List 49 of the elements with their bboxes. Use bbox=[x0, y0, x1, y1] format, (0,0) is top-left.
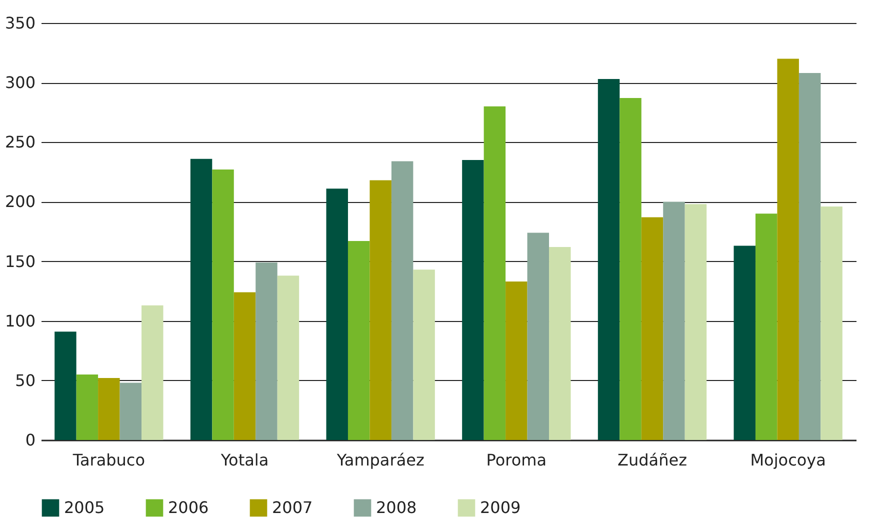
x-tick-label: Zudáñez bbox=[618, 450, 687, 470]
bar bbox=[348, 241, 370, 440]
bar bbox=[212, 170, 234, 440]
y-tick-label: 300 bbox=[4, 73, 36, 92]
bar bbox=[755, 214, 778, 440]
y-tick-label: 100 bbox=[4, 311, 36, 330]
bar bbox=[820, 206, 842, 440]
y-tick-label: 350 bbox=[4, 14, 36, 32]
y-tick-label: 250 bbox=[4, 132, 36, 152]
y-tick-label: 50 bbox=[15, 370, 36, 390]
bar bbox=[549, 246, 571, 440]
x-tick-label: Yotala bbox=[220, 450, 269, 470]
bar bbox=[663, 202, 685, 440]
bar bbox=[598, 78, 620, 440]
bar bbox=[798, 73, 821, 440]
legend-label: 2007 bbox=[272, 498, 313, 517]
legend-label: 2008 bbox=[376, 498, 417, 517]
legend-label: 2006 bbox=[168, 498, 209, 517]
bar bbox=[413, 270, 435, 440]
bar bbox=[76, 374, 98, 440]
bar bbox=[734, 246, 756, 440]
x-tick-label: Tarabuco bbox=[72, 450, 146, 470]
x-tick-label: Yamparáez bbox=[336, 450, 424, 470]
bar bbox=[120, 382, 142, 440]
y-tick-label: 0 bbox=[25, 430, 36, 450]
legend-label: 2005 bbox=[64, 498, 105, 517]
bar bbox=[370, 180, 392, 440]
bar bbox=[142, 305, 164, 440]
bar bbox=[506, 282, 528, 440]
bar bbox=[527, 232, 550, 440]
bar bbox=[484, 106, 506, 440]
bar bbox=[98, 378, 120, 440]
bar bbox=[777, 58, 799, 440]
bar bbox=[54, 332, 76, 440]
x-tick-label: Poroma bbox=[486, 450, 547, 470]
bar bbox=[641, 217, 664, 440]
bar bbox=[326, 188, 348, 440]
bar bbox=[190, 158, 212, 440]
bar bbox=[462, 160, 484, 440]
bar bbox=[234, 292, 256, 440]
legend-label: 2009 bbox=[480, 498, 521, 517]
bar bbox=[256, 262, 278, 440]
x-tick-label: Mojocoya bbox=[750, 450, 826, 470]
y-tick-label: 150 bbox=[4, 252, 36, 271]
y-tick-label: 200 bbox=[4, 192, 36, 212]
bar bbox=[620, 98, 642, 440]
bar bbox=[277, 276, 300, 440]
bar bbox=[684, 204, 707, 440]
bar bbox=[391, 161, 414, 440]
